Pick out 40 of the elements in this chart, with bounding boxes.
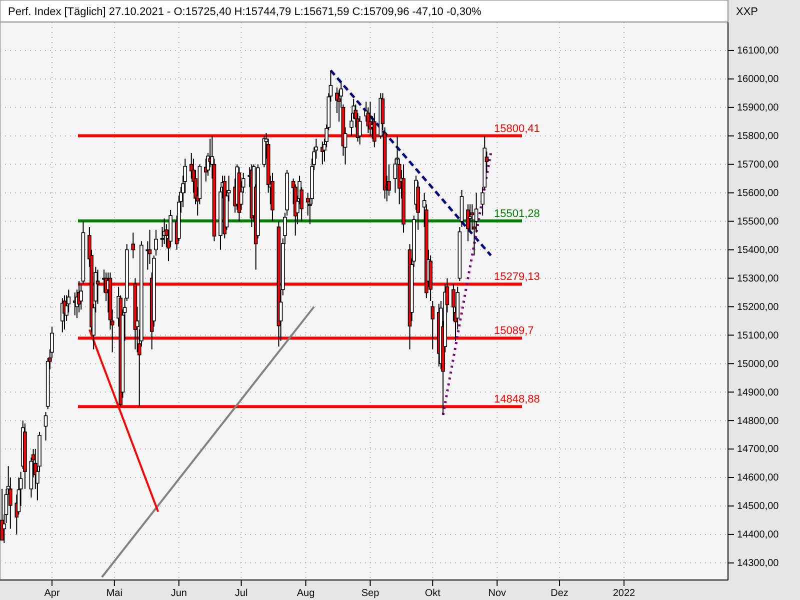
y-tick-label: 14700,00 xyxy=(737,444,780,456)
y-tick-label: 15800,00 xyxy=(737,131,780,142)
x-tick-label: Sep xyxy=(361,588,380,600)
y-tick-label: 15200,00 xyxy=(737,302,780,313)
ref-line-label: 15800,41 xyxy=(494,122,540,135)
x-tick-label: Nov xyxy=(488,588,506,600)
x-tick-label: Apr xyxy=(44,588,60,600)
candlestick xyxy=(154,229,158,256)
y-tick-label: 14900,00 xyxy=(737,387,780,398)
y-tick-label: 15300,00 xyxy=(737,273,780,284)
candlestick xyxy=(44,412,48,441)
ref-line-label: 15279,13 xyxy=(494,271,540,284)
y-tick-label: 14500,00 xyxy=(737,501,780,512)
x-tick-label: Aug xyxy=(296,588,315,600)
y-axis-title: XXP xyxy=(736,6,758,18)
x-tick-label: Okt xyxy=(424,588,441,600)
y-tick-label: 14600,00 xyxy=(737,472,780,484)
candlestick xyxy=(358,115,362,145)
x-tick-label: Jun xyxy=(170,588,187,600)
x-tick-label: 2022 xyxy=(612,588,636,600)
y-tick-label: 15700,00 xyxy=(737,160,780,171)
candlestick xyxy=(131,232,136,259)
y-tick-label: 14400,00 xyxy=(737,530,780,541)
ref-line-label: 14848,88 xyxy=(494,394,540,406)
y-tick-label: 15900,00 xyxy=(737,102,780,114)
x-tick-label: Dez xyxy=(550,588,568,600)
y-tick-label: 15500,00 xyxy=(737,216,780,228)
y-tick-label: 15100,00 xyxy=(737,330,780,342)
chart-title: Perf. Index [Täglich] 27.10.2021 - O:15725,40 H:15744,79 L:15671,59 C:15709,96 -47,10 -0,30% xyxy=(8,6,482,18)
x-tick-label: Mai xyxy=(106,588,122,600)
y-tick-label: 16100,00 xyxy=(737,46,780,57)
x-tick-label: Jul xyxy=(234,588,248,600)
ref-line-label: 15089,7 xyxy=(494,325,534,338)
y-tick-label: 14300,00 xyxy=(737,558,780,570)
y-tick-label: 14800,00 xyxy=(737,416,780,427)
y-tick-label: 15400,00 xyxy=(737,244,780,256)
y-tick-label: 16000,00 xyxy=(737,74,780,86)
y-tick-label: 15600,00 xyxy=(737,188,780,200)
ref-line-label: 15501,28 xyxy=(494,208,540,220)
y-tick-label: 15000,00 xyxy=(737,358,780,370)
